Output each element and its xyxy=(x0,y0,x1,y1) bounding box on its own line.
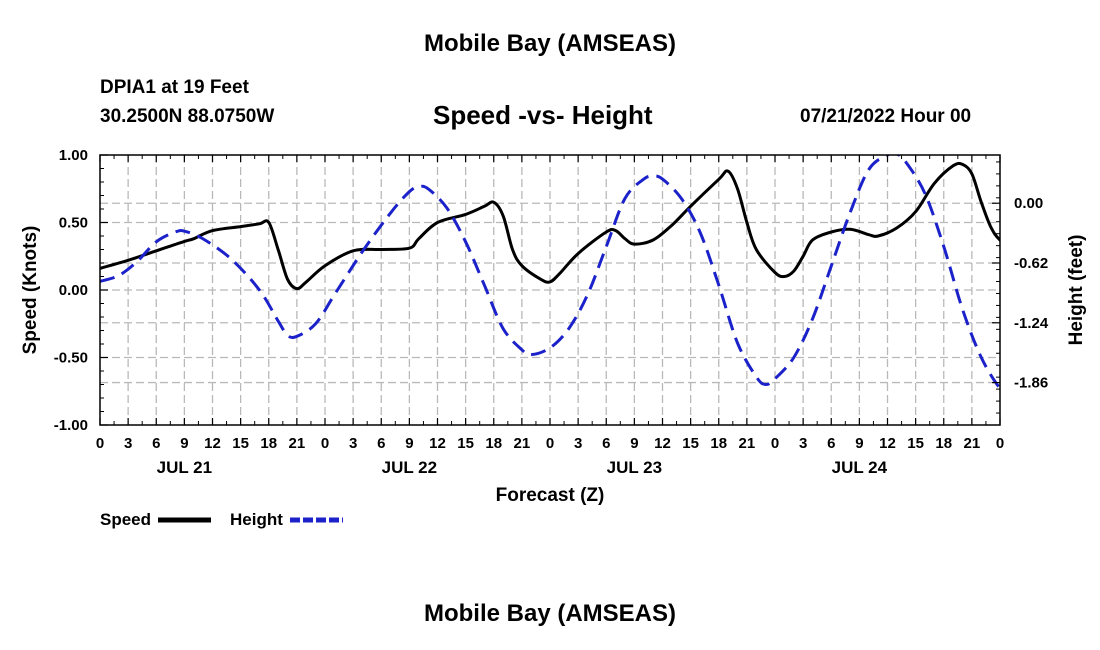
x-tick-label: 3 xyxy=(349,435,357,452)
x-tick-label: 12 xyxy=(429,435,446,452)
x-tick-label: 9 xyxy=(405,435,413,452)
forecast-timestamp: 07/21/2022 Hour 00 xyxy=(800,106,972,127)
x-tick-label: 12 xyxy=(879,435,896,452)
y-right-tick-label: -1.24 xyxy=(1014,315,1049,332)
x-tick-label: 15 xyxy=(232,435,249,452)
x-tick-label: 0 xyxy=(546,435,554,452)
x-tick-label: 6 xyxy=(827,435,835,452)
x-tick-label: 15 xyxy=(457,435,474,452)
x-axis-title: Forecast (Z) xyxy=(496,485,605,506)
x-tick-label: 12 xyxy=(654,435,671,452)
day-label: JUL 21 xyxy=(157,458,212,477)
page-title-repeat: Mobile Bay (AMSEAS) xyxy=(423,600,677,627)
x-tick-label: 12 xyxy=(204,435,221,452)
x-tick-label: 9 xyxy=(630,435,638,452)
chart-title: Speed -vs- Height xyxy=(433,100,653,130)
series-line-speed xyxy=(100,161,1000,291)
series-layer xyxy=(100,155,1000,391)
x-tick-label: 0 xyxy=(96,435,104,452)
y-left-tick-label: 1.00 xyxy=(59,147,88,164)
x-tick-label: 3 xyxy=(124,435,132,452)
x-tick-label: 18 xyxy=(935,435,952,452)
x-tick-label: 6 xyxy=(377,435,385,452)
legend: Speed Height xyxy=(100,510,343,529)
station-label: DPIA1 at 19 Feet xyxy=(100,77,249,98)
x-tick-label: 9 xyxy=(180,435,188,452)
axis-labels: 0 3 6 9 12 15 18 21 0 3 6 9 12 15 18 21 0 3 6 9 12 15 18 21 0 3 6 9… xyxy=(20,147,1087,506)
y-right-tick-label: -0.62 xyxy=(1014,255,1048,272)
x-tick-label: 18 xyxy=(710,435,727,452)
day-label: JUL 24 xyxy=(832,458,888,477)
x-tick-label: 3 xyxy=(799,435,807,452)
x-tick-label: 21 xyxy=(289,435,306,452)
grid xyxy=(100,155,1000,425)
y-left-tick-label: 0.50 xyxy=(59,215,88,232)
x-tick-label: 21 xyxy=(739,435,756,452)
legend-label-speed: Speed xyxy=(100,510,151,529)
day-label: JUL 22 xyxy=(382,458,437,477)
x-tick-label: 6 xyxy=(602,435,610,452)
station-coordinates: 30.2500N 88.0750W xyxy=(100,106,275,127)
x-tick-label: 18 xyxy=(485,435,502,452)
page-title: Mobile Bay (AMSEAS) xyxy=(423,30,677,57)
y-left-tick-label: 0.00 xyxy=(59,282,88,299)
y-left-tick-label: -1.00 xyxy=(54,417,88,434)
x-tick-label: 3 xyxy=(574,435,582,452)
y-right-tick-label: 0.00 xyxy=(1014,195,1043,212)
x-tick-label: 9 xyxy=(855,435,863,452)
series-line-height xyxy=(100,155,1000,391)
legend-label-height: Height xyxy=(230,510,283,529)
x-tick-label: 15 xyxy=(682,435,699,452)
x-tick-label: 0 xyxy=(996,435,1004,452)
y-left-tick-label: -0.50 xyxy=(54,350,88,367)
ticks xyxy=(99,154,1001,426)
x-tick-label: 21 xyxy=(964,435,981,452)
x-tick-label: 15 xyxy=(907,435,924,452)
x-tick-label: 0 xyxy=(321,435,329,452)
y-right-tick-label: -1.86 xyxy=(1014,375,1048,392)
x-tick-label: 21 xyxy=(514,435,531,452)
y-right-axis-title: Height (feet) xyxy=(1066,235,1087,346)
day-label: JUL 23 xyxy=(607,458,662,477)
y-left-axis-title: Speed (Knots) xyxy=(20,226,41,355)
x-tick-label: 18 xyxy=(260,435,277,452)
x-tick-label: 6 xyxy=(152,435,160,452)
x-tick-label: 0 xyxy=(771,435,779,452)
